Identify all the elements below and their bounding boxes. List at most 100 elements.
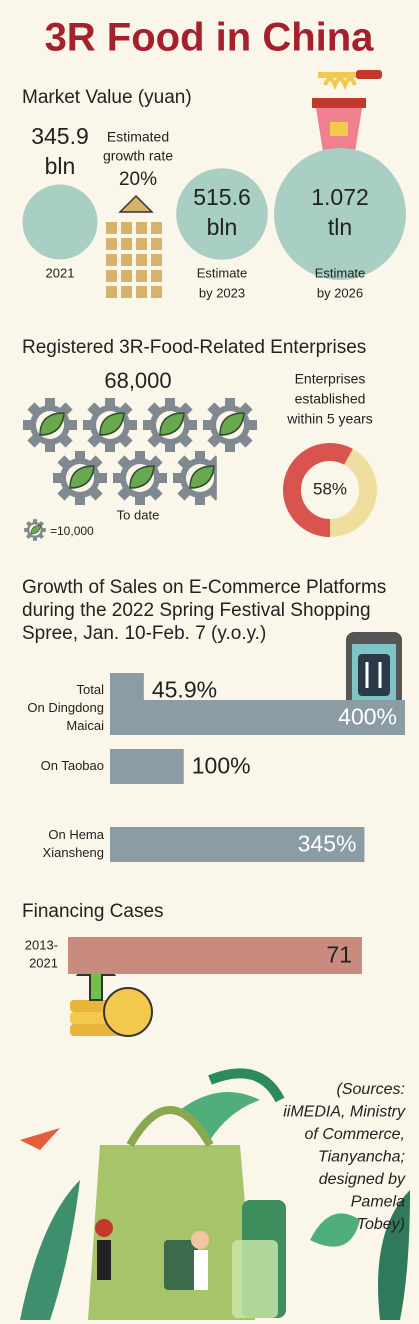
value-label: bln (45, 153, 76, 179)
bar (68, 937, 362, 974)
gear-tooth (165, 398, 175, 408)
gear-icon (24, 519, 46, 541)
caption: by 2026 (317, 285, 363, 300)
bar-label: Maicai (66, 718, 104, 733)
growth-square (151, 222, 162, 234)
gear-tooth (45, 398, 55, 408)
growth-square (121, 222, 132, 234)
source-line: (Sources: (337, 1081, 405, 1098)
section-heading: Growth of Sales on E-Commerce Platforms (22, 577, 386, 598)
bar-value: 345% (298, 831, 357, 857)
gear-tooth (165, 442, 175, 452)
growth-value: 20% (119, 169, 157, 190)
leaf (189, 465, 215, 489)
leaf (30, 524, 41, 535)
share-label: within 5 years (286, 411, 373, 427)
gear-tooth (195, 451, 205, 461)
bar-label: On Hema (48, 827, 104, 842)
gear-tooth (225, 398, 235, 408)
source-line: iiMEDIA, Ministry (283, 1104, 406, 1121)
growth-square (136, 238, 147, 250)
gear-tooth (195, 495, 205, 505)
gear-tooth (135, 495, 145, 505)
growth-label: Estimated (107, 129, 169, 145)
gear-tooth (33, 519, 37, 524)
growth-square (121, 238, 132, 250)
value-label: tln (328, 214, 352, 240)
bar-value: 45.9% (152, 677, 217, 703)
bar-label: Total (77, 682, 105, 697)
value-label: 515.6 (193, 184, 251, 210)
growth-square (106, 238, 117, 250)
section-heading: Financing Cases (22, 901, 164, 922)
total-caption: To date (117, 507, 160, 522)
bar-label: On Dingdong (27, 700, 104, 715)
bar (110, 700, 405, 735)
growth-square (151, 270, 162, 282)
bar-value: 100% (192, 753, 251, 779)
section-heading: Market Value (yuan) (22, 87, 192, 108)
bar-value: 400% (338, 704, 397, 730)
growth-square (106, 286, 117, 298)
share-value: 58% (313, 479, 347, 498)
value-label: 345.9 (31, 123, 89, 149)
value-circle (22, 184, 98, 260)
section-heading: Spree, Jan. 10-Feb. 7 (y.o.y.) (22, 623, 266, 644)
gear-tooth (105, 442, 115, 452)
gear-icon (173, 451, 227, 505)
source-line: Tianyancha; (318, 1149, 405, 1166)
bar (110, 827, 365, 862)
bar (110, 749, 184, 784)
growth-square (151, 238, 162, 250)
leaf (99, 412, 125, 436)
growth-square (136, 254, 147, 266)
gear-icon (83, 398, 137, 452)
gear-tooth (217, 473, 227, 483)
growth-square (136, 222, 147, 234)
growth-square (151, 286, 162, 298)
growth-arrow (118, 194, 154, 213)
gear-tooth (225, 442, 235, 452)
value-label: 1.072 (311, 184, 369, 210)
source-line: of Commerce, (305, 1126, 405, 1143)
growth-square (106, 254, 117, 266)
growth-square (121, 254, 132, 266)
bar-label: Xiansheng (43, 845, 104, 860)
leaf (219, 412, 245, 436)
coins-icon (70, 953, 153, 1037)
gear-tooth (105, 398, 115, 408)
caption: by 2023 (199, 285, 245, 300)
value-circle (176, 168, 268, 260)
caption: 2021 (46, 265, 75, 280)
bar-value: 71 (326, 942, 352, 968)
gear-icon (53, 451, 107, 505)
noodle-cup-icon (312, 70, 382, 158)
leaf (159, 412, 185, 436)
growth-square (121, 286, 132, 298)
growth-square (121, 270, 132, 282)
gear-tooth (135, 451, 145, 461)
bar-label: 2021 (29, 955, 58, 970)
gear-icon (113, 451, 167, 505)
source-line: Tobey) (357, 1216, 405, 1233)
title: 3R Food in China (45, 16, 375, 60)
gear-tooth (33, 536, 37, 541)
donut-share (283, 443, 377, 537)
unit-label: =10,000 (50, 524, 94, 538)
growth-square (106, 222, 117, 234)
illustration (20, 1068, 410, 1320)
total-label: 68,000 (104, 368, 171, 393)
bar-label: 2013- (25, 937, 58, 952)
gear-tooth (45, 442, 55, 452)
source-line: Pamela (351, 1194, 405, 1211)
gear-tooth (75, 495, 85, 505)
growth-label: growth rate (103, 148, 173, 164)
bar-label: On Taobao (41, 758, 104, 773)
value-label: bln (207, 214, 238, 240)
gear-icon (23, 398, 77, 452)
gear-tooth (75, 451, 85, 461)
source-line: designed by (319, 1171, 406, 1188)
growth-square (151, 254, 162, 266)
growth-square (106, 270, 117, 282)
